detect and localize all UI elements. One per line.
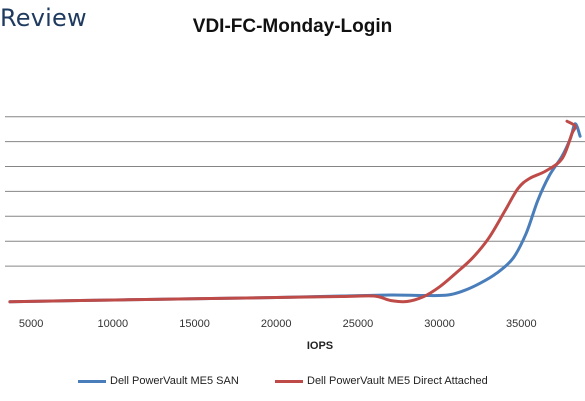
- x-tick-label: 15000: [179, 318, 210, 330]
- x-tick-label: 10000: [98, 318, 129, 330]
- x-tick-label: 25000: [343, 318, 374, 330]
- x-tick-label: 20000: [261, 318, 292, 330]
- legend-swatch-series-2: [275, 379, 303, 383]
- x-axis-title: IOPS: [307, 340, 333, 352]
- x-axis-ticks: 5000 10000 15000 20000 25000 30000 35000: [19, 318, 537, 330]
- gridlines: [5, 116, 585, 267]
- x-tick-label: 30000: [424, 318, 455, 330]
- x-tick-label: 5000: [19, 318, 43, 330]
- legend-label-series-2: Dell PowerVault ME5 Direct Attached: [307, 375, 488, 387]
- legend: Dell PowerVault ME5 SAN Dell PowerVault …: [0, 373, 585, 389]
- legend-item-series-2: Dell PowerVault ME5 Direct Attached: [275, 373, 488, 389]
- series-lines: [8, 119, 582, 304]
- x-tick-label: 35000: [506, 318, 537, 330]
- series-line-1: [8, 122, 582, 304]
- chart-title: VDI-FC-Monday-Login: [192, 16, 393, 37]
- legend-swatch-series-1: [78, 379, 106, 383]
- brand-logo: Review: [0, 4, 87, 32]
- legend-label-series-1: Dell PowerVault ME5 SAN: [110, 375, 239, 387]
- legend-item-series-1: Dell PowerVault ME5 SAN: [78, 373, 239, 389]
- series-line-2: [8, 119, 577, 304]
